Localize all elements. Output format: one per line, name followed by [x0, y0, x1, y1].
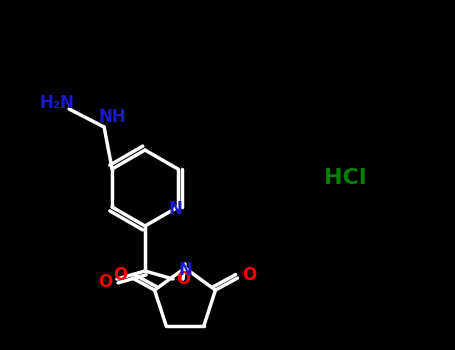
- Text: NH: NH: [98, 108, 126, 126]
- Text: H₂N: H₂N: [40, 94, 75, 112]
- Text: O: O: [243, 266, 257, 284]
- Text: HCl: HCl: [324, 168, 366, 188]
- Text: O: O: [113, 266, 128, 284]
- Text: O: O: [98, 273, 112, 291]
- Text: N: N: [169, 200, 183, 218]
- Text: N: N: [178, 261, 192, 279]
- Text: O: O: [176, 270, 190, 288]
